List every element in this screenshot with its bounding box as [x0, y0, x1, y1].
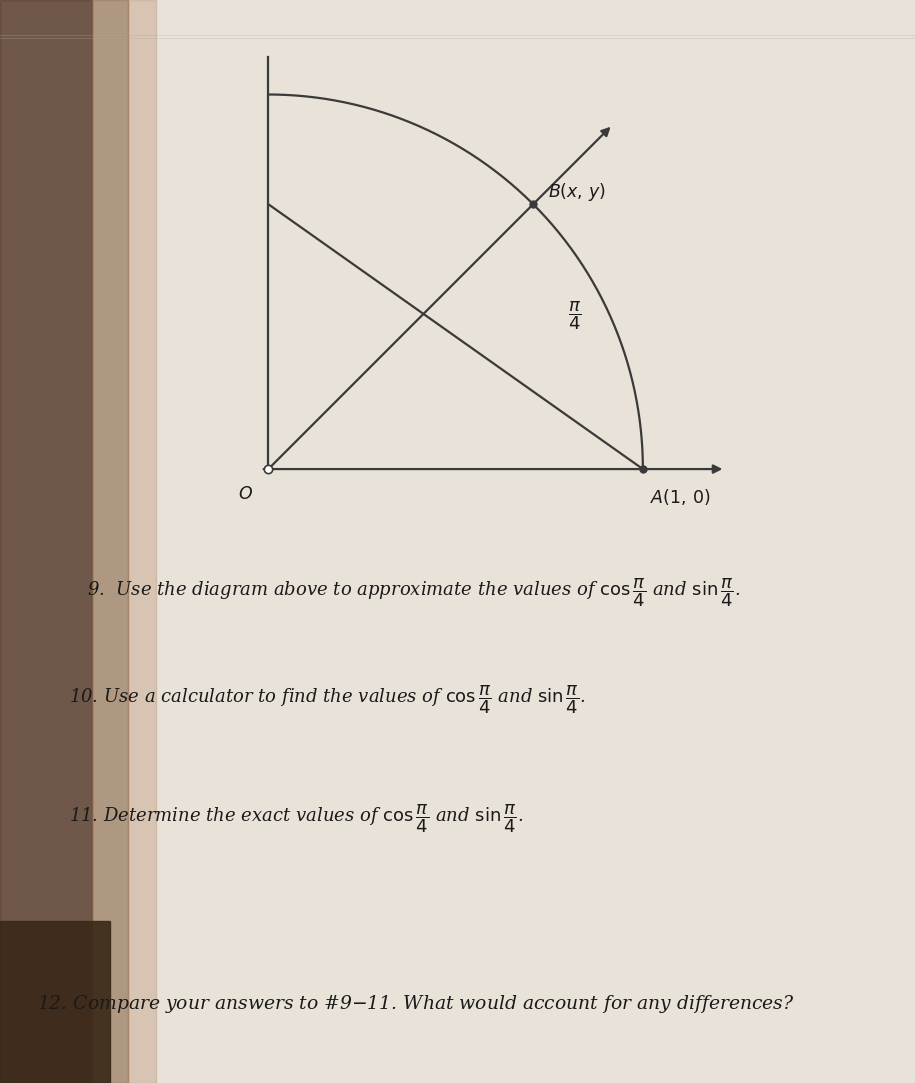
Bar: [0, 0, 92, 1083]
Text: $A(1,\,0)$: $A(1,\,0)$: [651, 486, 711, 507]
Text: $O$: $O$: [238, 485, 253, 503]
Text: $B(x,\,y)$: $B(x,\,y)$: [548, 181, 607, 203]
Bar: [0, 921, 110, 1083]
Text: 10. Use a calculator to find the values of $\cos\dfrac{\pi}{4}$ and $\sin\dfrac{: 10. Use a calculator to find the values …: [69, 683, 586, 716]
Bar: [128, 0, 156, 1083]
Text: 12. Compare your answers to #9$-$11. What would account for any differences?: 12. Compare your answers to #9$-$11. Wha…: [37, 993, 794, 1015]
Text: 9.  Use the diagram above to approximate the values of $\cos\dfrac{\pi}{4}$ and : 9. Use the diagram above to approximate …: [87, 577, 740, 610]
Bar: [92, 0, 128, 1083]
Text: 11. Determine the exact values of $\cos\dfrac{\pi}{4}$ and $\sin\dfrac{\pi}{4}$.: 11. Determine the exact values of $\cos\…: [69, 803, 523, 835]
Text: $\dfrac{\pi}{4}$: $\dfrac{\pi}{4}$: [568, 300, 581, 332]
